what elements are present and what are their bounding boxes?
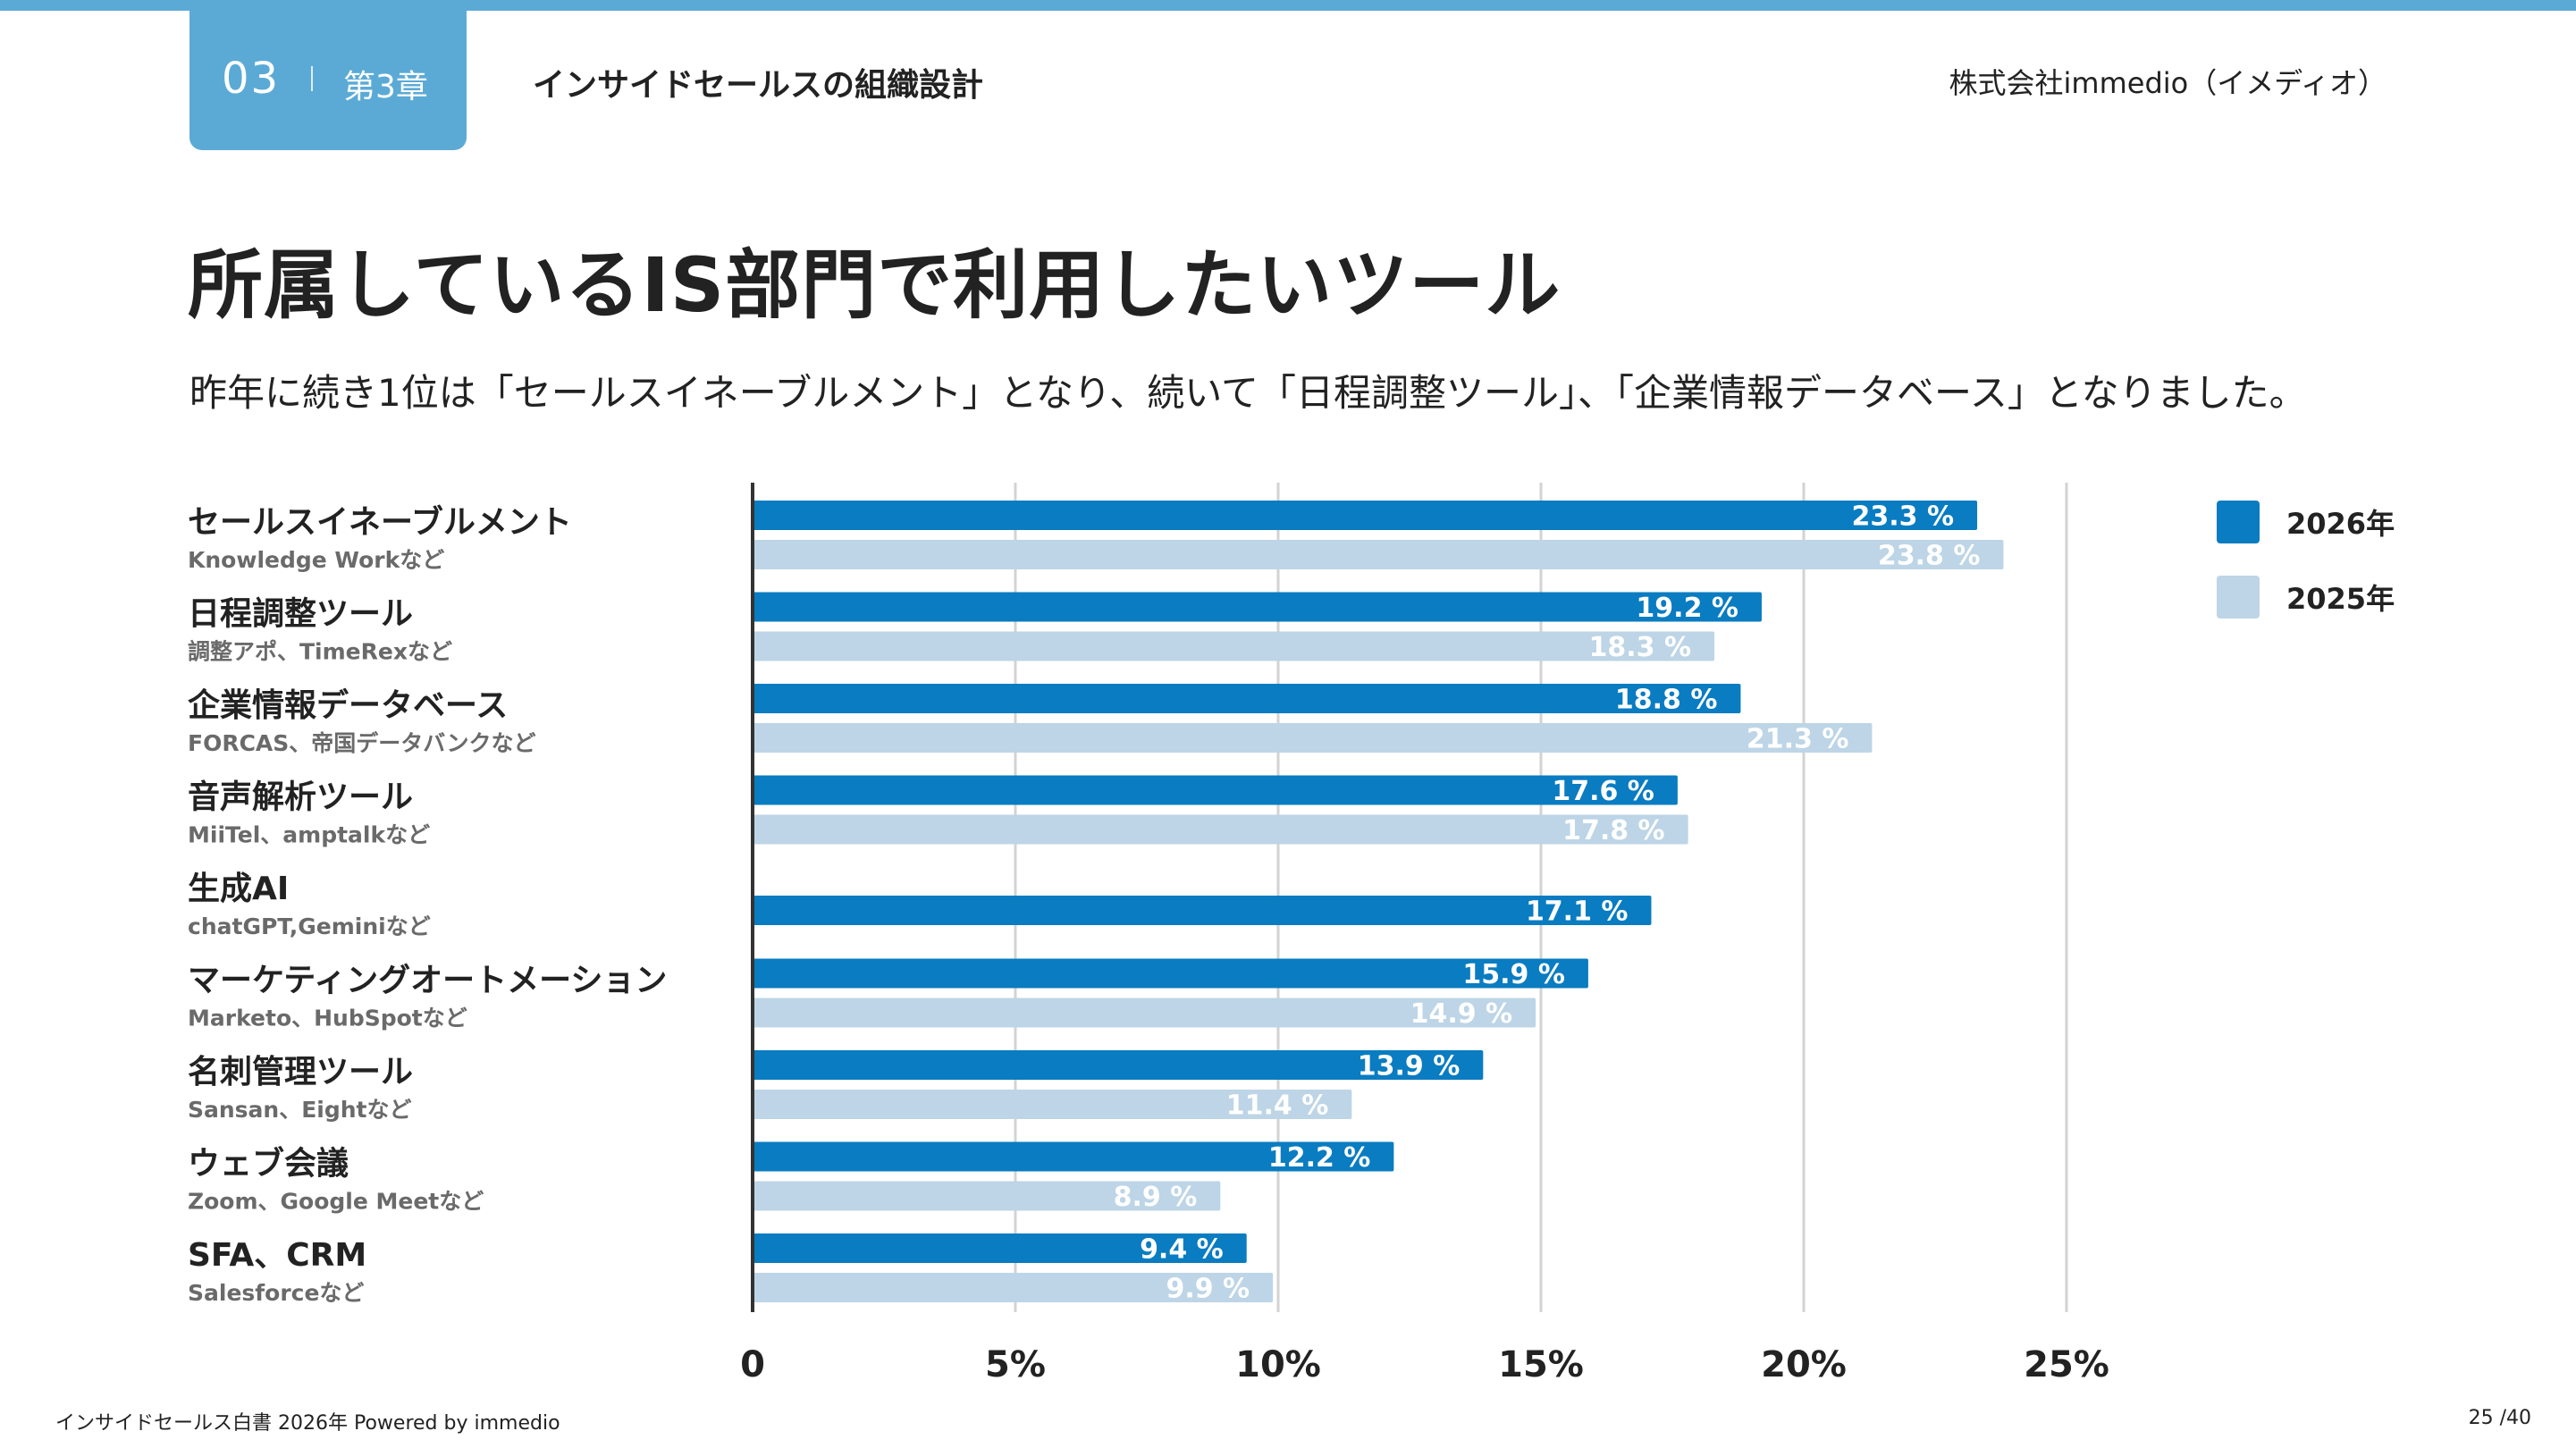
chapter-number: 03 <box>222 54 281 104</box>
category-example-8: Salesforceなど <box>188 1280 364 1306</box>
section-title: インサイドセールスの組織設計 <box>533 67 984 104</box>
bar-2026-1 <box>753 592 1762 622</box>
data-label-2025-6: 11.4 % <box>1226 1090 1329 1122</box>
legend-item-2025: 2025年 <box>2217 576 2395 619</box>
bar-2026-7 <box>753 1141 1394 1172</box>
bar-2026-6 <box>753 1050 1484 1080</box>
category-label-1: 日程調整ツール <box>188 596 413 633</box>
bar-2026-2 <box>753 684 1741 713</box>
bar-2025-3 <box>753 814 1688 845</box>
category-label-5: マーケティングオートメーション <box>188 963 667 999</box>
data-label-2026-3: 17.6 % <box>1552 776 1654 807</box>
legend-item-2026: 2026年 <box>2217 501 2395 543</box>
data-label-2026-8: 9.4 % <box>1140 1234 1224 1266</box>
category-label-0: セールスイネーブルメント <box>188 503 572 541</box>
page-number: 25 /40 <box>2468 1407 2531 1429</box>
data-label-2026-2: 18.8 % <box>1615 685 1718 716</box>
category-label-8: SFA、CRM <box>188 1237 366 1274</box>
bar-2025-8 <box>753 1273 1274 1302</box>
category-example-0: Knowledge Workなど <box>188 547 444 573</box>
category-example-1: 調整アポ、TimeRexなど <box>188 639 452 665</box>
bar-2025-7 <box>753 1181 1221 1211</box>
data-label-2026-6: 13.9 % <box>1358 1051 1461 1082</box>
category-label-3: 音声解析ツール <box>188 779 413 816</box>
bar-2026-0 <box>753 501 1978 530</box>
bar-2026-4 <box>753 896 1652 925</box>
bar-2025-0 <box>753 540 2004 569</box>
bar-2026-5 <box>753 958 1588 989</box>
legend-label-2026: 2026年 <box>2286 507 2395 541</box>
data-label-2026-4: 17.1 % <box>1526 897 1629 928</box>
data-label-2025-0: 23.8 % <box>1878 541 1981 572</box>
data-label-2026-5: 15.9 % <box>1462 959 1565 990</box>
category-example-5: Marketo、HubSpotなど <box>188 1006 467 1031</box>
x-tick-label-15: 15% <box>1498 1344 1584 1385</box>
chapter-tab <box>189 0 467 150</box>
category-example-2: FORCAS、帝国データバンクなど <box>188 730 536 756</box>
category-example-4: chatGPT,Geminiなど <box>188 913 431 939</box>
chapter-label: 第3章 <box>343 69 428 105</box>
bar-2025-6 <box>753 1090 1352 1119</box>
x-tick-label-5: 5% <box>985 1344 1046 1385</box>
bar-2025-5 <box>753 998 1536 1028</box>
x-tick-label-10: 10% <box>1235 1344 1321 1385</box>
data-label-2025-8: 9.9 % <box>1166 1274 1250 1305</box>
bar-2025-1 <box>753 631 1715 661</box>
category-label-6: 名刺管理ツール <box>188 1054 413 1090</box>
company-name: 株式会社immedio（イメディオ） <box>1949 66 2387 100</box>
legend-label-2025: 2025年 <box>2286 582 2395 616</box>
data-label-2026-0: 23.3 % <box>1852 501 1955 533</box>
x-tick-label-20: 20% <box>1761 1344 1847 1385</box>
category-example-7: Zoom、Google Meetなど <box>188 1189 484 1215</box>
legend-swatch-2025 <box>2217 576 2260 619</box>
x-tick-label-0: 0 <box>740 1344 765 1385</box>
chapter-separator <box>311 66 313 91</box>
data-label-2025-2: 21.3 % <box>1747 724 1849 755</box>
data-label-2026-1: 19.2 % <box>1636 593 1738 624</box>
x-tick-label-25: 25% <box>2024 1344 2109 1385</box>
category-label-7: ウェブ会議 <box>188 1145 349 1183</box>
category-example-3: MiiTel、amptalkなど <box>188 822 430 848</box>
top-accent-strip <box>0 0 2576 11</box>
data-label-2025-1: 18.3 % <box>1589 632 1692 663</box>
data-label-2025-7: 8.9 % <box>1114 1182 1198 1213</box>
data-label-2026-7: 12.2 % <box>1268 1142 1371 1174</box>
footer-credit: インサイドセールス白書 2026年 Powered by immedio <box>55 1412 560 1435</box>
page-subtitle: 昨年に続き1位は「セールスイネーブルメント」となり、続いて「日程調整ツール」、「… <box>189 371 2307 415</box>
data-label-2025-3: 17.8 % <box>1562 815 1665 846</box>
bar-2025-2 <box>753 723 1873 753</box>
page-title: 所属しているIS部門で利用したいツール <box>188 241 1562 329</box>
bar-2026-3 <box>753 775 1678 805</box>
category-label-2: 企業情報データベース <box>188 686 508 724</box>
bar-2026-8 <box>753 1233 1247 1263</box>
legend-swatch-2026 <box>2217 501 2260 543</box>
category-label-4: 生成AI <box>188 871 289 907</box>
data-label-2025-5: 14.9 % <box>1410 998 1513 1030</box>
category-example-6: Sansan、Eightなど <box>188 1097 412 1123</box>
